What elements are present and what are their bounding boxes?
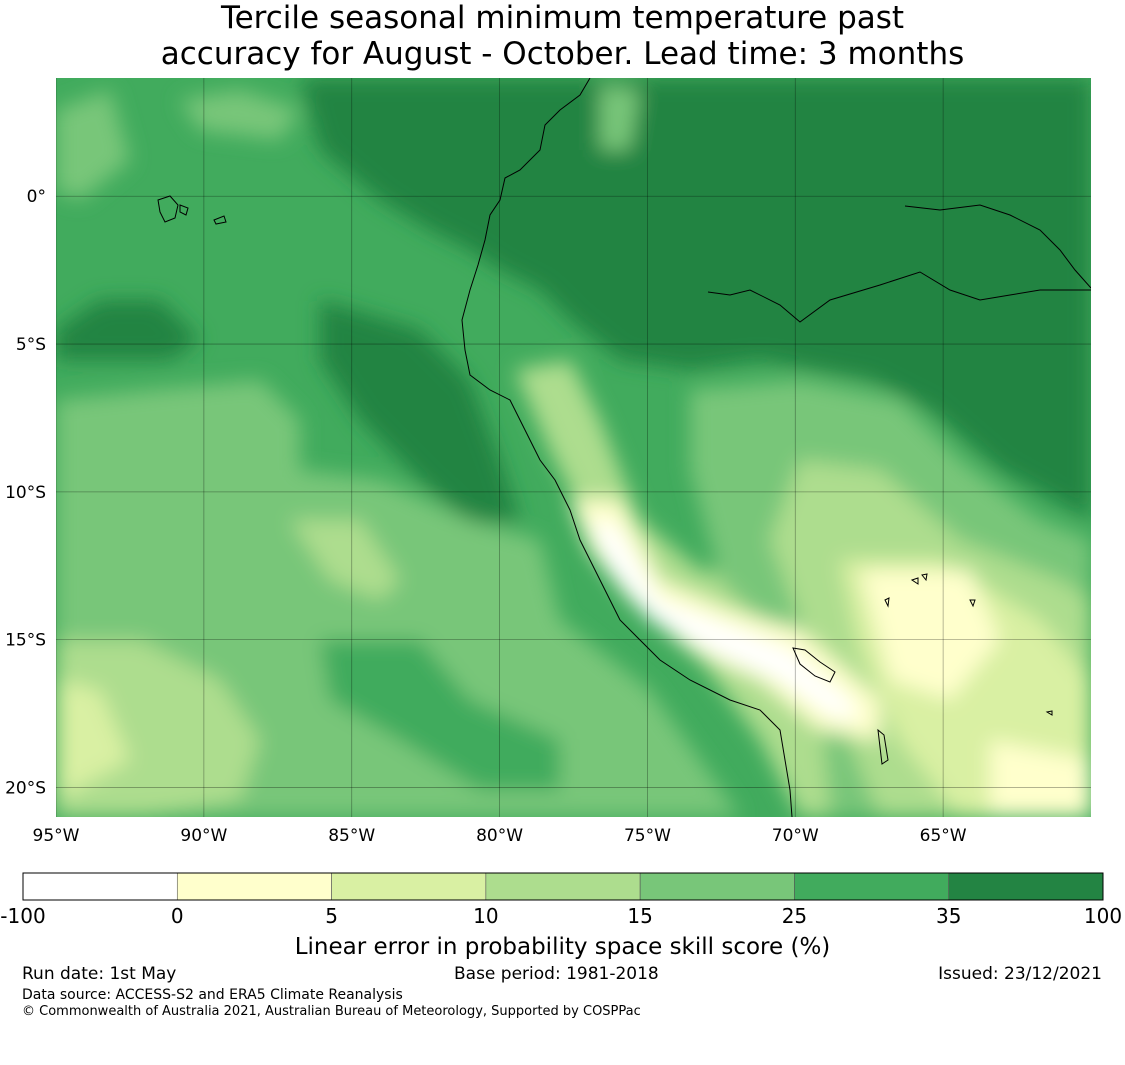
colorbar-segment xyxy=(794,872,950,901)
lake-2 xyxy=(921,573,928,582)
lake-4 xyxy=(969,599,976,608)
islands xyxy=(157,195,1053,765)
x-tick-label: 90°W xyxy=(180,826,227,846)
colorbar-tick-label: 10 xyxy=(473,904,498,928)
lake-titicaca xyxy=(792,647,836,683)
colorbar-label: Linear error in probability space skill … xyxy=(294,934,831,960)
title-line-2: accuracy for August - October. Lead time… xyxy=(160,36,965,72)
colorbar-outline xyxy=(22,872,1104,901)
title-line-1: Tercile seasonal minimum temperature pas… xyxy=(220,0,905,36)
zone-dark-north xyxy=(300,78,1091,520)
colorbar-tick-label: 0 xyxy=(171,904,184,928)
y-tick-label: 0° xyxy=(27,187,46,207)
base-period: Base period: 1981-2018 xyxy=(454,964,659,984)
zone-lightest-sw-corner xyxy=(56,680,130,800)
colorbar-segment xyxy=(639,872,795,901)
galapagos-island xyxy=(157,195,179,223)
zone-light-sw-patch xyxy=(290,520,400,600)
copyright: © Commonwealth of Australia 2021, Austra… xyxy=(22,1004,641,1019)
galapagos-island-3 xyxy=(213,215,227,225)
lake-1 xyxy=(910,577,919,585)
colorbar-tick-label: 25 xyxy=(782,904,807,928)
lake-3 xyxy=(884,597,890,608)
zone-dark-coastal xyxy=(320,300,520,525)
colorbar-tick-label: -100 xyxy=(0,904,45,928)
data-source: Data source: ACCESS-S2 and ERA5 Climate … xyxy=(22,987,403,1003)
zone-light-nw-3 xyxy=(600,85,640,150)
x-tick-label: 95°W xyxy=(33,826,80,846)
colorbar-segment xyxy=(485,872,641,901)
zone-light-nw-1 xyxy=(56,90,130,200)
y-tick-label: 15°S xyxy=(5,631,46,651)
colorbar-tick-label: 35 xyxy=(936,904,961,928)
zone-light-nw-2 xyxy=(180,90,300,140)
colorbar-segment xyxy=(22,872,178,901)
y-tick-label: 5°S xyxy=(16,335,46,355)
y-tick-label: 10°S xyxy=(5,483,46,503)
y-tick-label: 20°S xyxy=(5,778,46,798)
colorbar: -100 0 5 10 15 25 35 100 xyxy=(0,872,1122,928)
map-axes: 95°W 90°W 85°W 80°W 75°W 70°W 65°W 0° 5°S 10°S 15°… xyxy=(5,187,967,846)
issued-date: Issued: 23/12/2021 xyxy=(938,964,1102,984)
colorbar-tick-label: 5 xyxy=(325,904,338,928)
colorbar-segment xyxy=(331,872,487,901)
x-tick-label: 65°W xyxy=(920,826,967,846)
zone-dark-west xyxy=(56,300,200,360)
x-tick-label: 70°W xyxy=(772,826,819,846)
colorbar-tick-label: 100 xyxy=(1084,904,1122,928)
galapagos-island-2 xyxy=(179,204,189,216)
zone-palest-se xyxy=(990,740,1091,817)
gridlines xyxy=(56,78,1091,817)
zone-white-band xyxy=(590,520,860,720)
x-tick-label: 75°W xyxy=(624,826,671,846)
colorbar-segment xyxy=(948,872,1104,901)
map-title: Tercile seasonal minimum temperature pas… xyxy=(0,0,1125,72)
x-tick-label: 85°W xyxy=(328,826,375,846)
skill-score-map: 95°W 90°W 85°W 80°W 75°W 70°W 65°W 0° 5°S 10°S 15°… xyxy=(0,78,1122,928)
x-tick-label: 80°W xyxy=(476,826,523,846)
colorbar-segment xyxy=(176,872,332,901)
salar-2 xyxy=(1045,710,1053,716)
coastline xyxy=(461,78,1091,817)
colorbar-tick-label: 15 xyxy=(627,904,652,928)
run-date: Run date: 1st May xyxy=(22,964,177,984)
salar-1 xyxy=(877,728,889,765)
zone-palest-east xyxy=(860,570,1000,700)
zone-green-central-south xyxy=(320,640,560,790)
zone-light-sw-corner xyxy=(56,640,260,817)
